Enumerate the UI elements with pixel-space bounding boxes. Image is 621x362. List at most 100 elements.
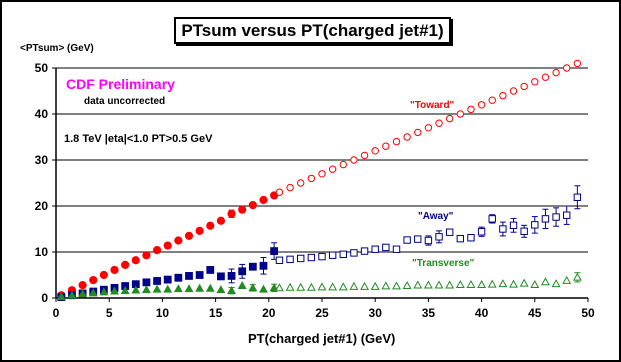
toward-point [195,226,204,235]
away-point [531,221,539,229]
away-point [520,227,528,236]
y-tick-label-4: 40 [35,107,49,121]
transverse-point [434,280,444,289]
toward-point [371,147,379,155]
y-tick-label-0: 0 [41,291,48,305]
toward-point [238,205,247,214]
toward-point [206,221,215,230]
away-point [297,254,305,263]
transverse-point [285,282,295,291]
toward-point [552,68,560,77]
away-point [270,247,279,255]
away-point [339,250,347,259]
annotation-cdf-preliminary: CDF Preliminary [66,76,175,92]
transverse-point [216,285,226,294]
x-tick-label-4: 20 [262,306,276,320]
toward-point [78,281,87,290]
transverse-point [423,280,433,289]
toward-point [307,174,316,183]
toward-point [488,96,496,104]
transverse-point [487,279,497,288]
toward-point [563,64,571,72]
away-point [174,273,183,282]
toward-point [227,209,236,218]
toward-point [573,59,582,68]
away-point [248,262,257,271]
transverse-point [78,289,88,298]
toward-point [121,260,130,269]
away-point [360,247,369,255]
away-point [445,228,454,236]
transverse-point [306,282,316,291]
away-point [328,251,337,259]
transverse-point [110,286,119,295]
away-point [573,193,582,201]
toward-point [520,82,528,91]
transverse-point [381,281,391,290]
transverse-point [530,280,540,289]
toward-point [131,256,140,265]
transverse-point [184,284,194,293]
transverse-point [67,290,77,299]
toward-point [297,179,305,187]
toward-point [467,105,475,114]
transverse-point [56,291,66,300]
x-tick-label-5: 25 [315,306,329,320]
away-point [382,243,390,252]
transverse-point [205,283,215,292]
x-tick-label-1: 5 [106,306,113,320]
transverse-point [540,277,550,286]
toward-point [477,101,486,109]
away-point [488,215,496,223]
toward-point [531,78,539,86]
y-tick-label-2: 20 [35,199,49,213]
away-point [477,228,486,236]
toward-point [360,151,369,160]
toward-point [184,231,194,240]
toward-point [248,200,257,210]
away-point [435,233,443,241]
away-point [286,255,294,264]
away-point [403,236,411,244]
transverse-point [274,283,284,292]
toward-point [152,246,162,255]
transverse-point [349,281,359,290]
transverse-point [477,280,487,289]
y-tick-label-3: 30 [35,153,49,167]
transverse-point [338,282,348,291]
transverse-point [455,280,465,289]
transverse-point [509,279,518,288]
transverse-point [413,280,423,289]
transverse-point [296,282,306,291]
away-point [456,234,465,243]
away-point [392,245,401,253]
transverse-point [328,282,338,291]
away-point [227,272,236,280]
transverse-point [248,283,258,292]
x-tick-label-7: 35 [422,306,436,320]
away-point [499,225,507,233]
transverse-point [131,285,141,294]
transverse-point [195,283,205,292]
transverse-point [519,278,529,287]
away-point [217,272,225,281]
transverse-point [572,272,582,281]
toward-point [318,170,326,178]
transverse-point [99,287,109,296]
transverse-point [88,288,98,297]
toward-point [275,188,284,196]
toward-point [499,91,507,100]
transverse-point [562,275,572,284]
toward-point [424,124,433,132]
series-label-toward: "Toward" [410,100,455,111]
transverse-point [392,281,401,290]
transverse-point [173,284,183,293]
toward-point [392,137,401,146]
away-point [424,236,433,245]
away-point [371,245,379,253]
away-point [206,266,215,274]
away-point [259,261,268,270]
annotation-data-uncorrected: data uncorrected [84,96,166,107]
toward-point [216,216,226,225]
